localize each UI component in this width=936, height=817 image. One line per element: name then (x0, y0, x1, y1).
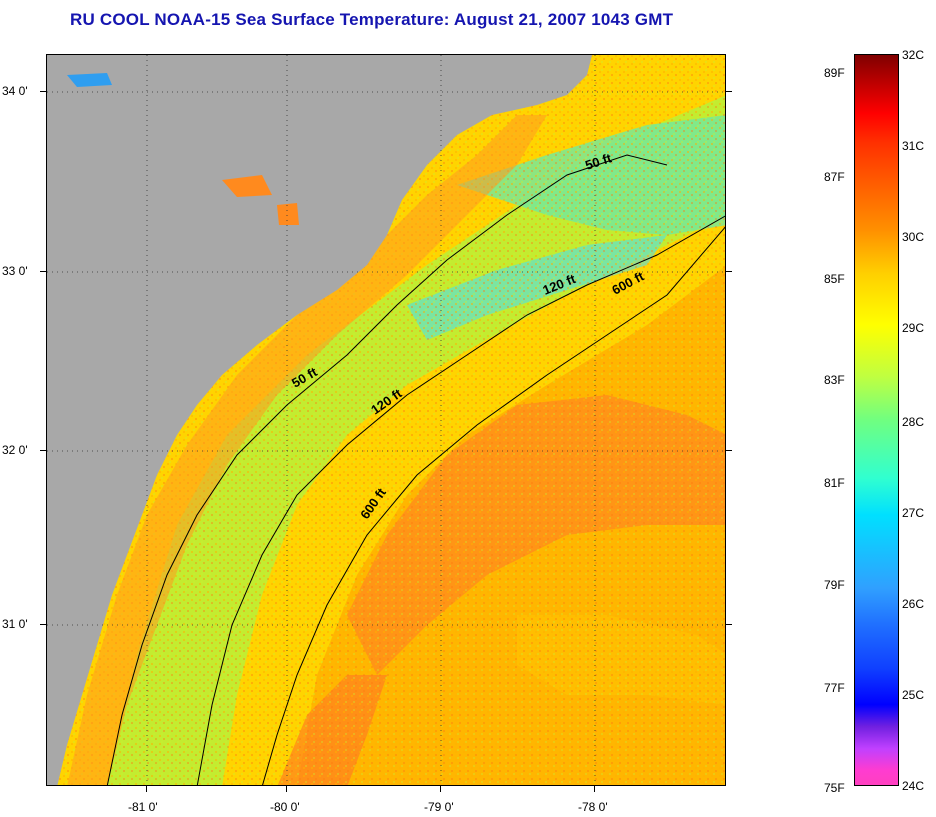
cb-c-30: 30C (902, 230, 925, 244)
cb-f-85: 85F (824, 272, 845, 286)
cb-c-25: 25C (902, 688, 925, 702)
lon-label-81: -81 0' (128, 800, 158, 814)
lat-label-31: 31 0' (2, 617, 28, 631)
sst-map: 50 ft 120 ft 600 ft 50 ft 120 ft 600 ft (46, 54, 726, 786)
cb-f-77: 77F (824, 681, 845, 695)
lat-label-33: 33 0' (2, 264, 28, 278)
map-title: RU COOL NOAA-15 Sea Surface Temperature:… (70, 10, 674, 29)
cb-c-28: 28C (902, 415, 925, 429)
lat-label-34: 34 0' (2, 84, 28, 98)
isobath-lines (106, 154, 725, 785)
nearshore-warm-strip (67, 115, 547, 785)
grid-lines (47, 55, 725, 785)
inland-lake-1 (222, 175, 272, 197)
cb-c-26: 26C (902, 597, 925, 611)
cb-f-89: 89F (824, 66, 845, 80)
inland-water (67, 73, 112, 87)
temperature-colorbar (854, 54, 899, 786)
cb-f-75: 75F (824, 781, 845, 795)
lon-label-80: -80 0' (270, 800, 300, 814)
cb-f-83: 83F (824, 373, 845, 387)
isobath-120ft (196, 215, 725, 785)
lon-label-78: -78 0' (578, 800, 608, 814)
cb-f-87: 87F (824, 170, 845, 184)
cb-c-24: 24C (902, 779, 925, 793)
land-mass (47, 55, 592, 785)
cb-c-27: 27C (902, 506, 925, 520)
cb-f-79: 79F (824, 578, 845, 592)
cb-c-31: 31C (902, 139, 925, 153)
cb-c-29: 29C (902, 321, 925, 335)
inland-lake-2 (277, 203, 299, 225)
isobath-50ft (106, 154, 668, 785)
cb-f-81: 81F (824, 476, 845, 490)
isobath-600ft (262, 226, 725, 785)
lat-label-32: 32 0' (2, 443, 28, 457)
sst-map-canvas: 50 ft 120 ft 600 ft 50 ft 120 ft 600 ft (47, 55, 725, 785)
lon-label-79: -79 0' (424, 800, 454, 814)
cb-c-32: 32C (902, 48, 925, 62)
